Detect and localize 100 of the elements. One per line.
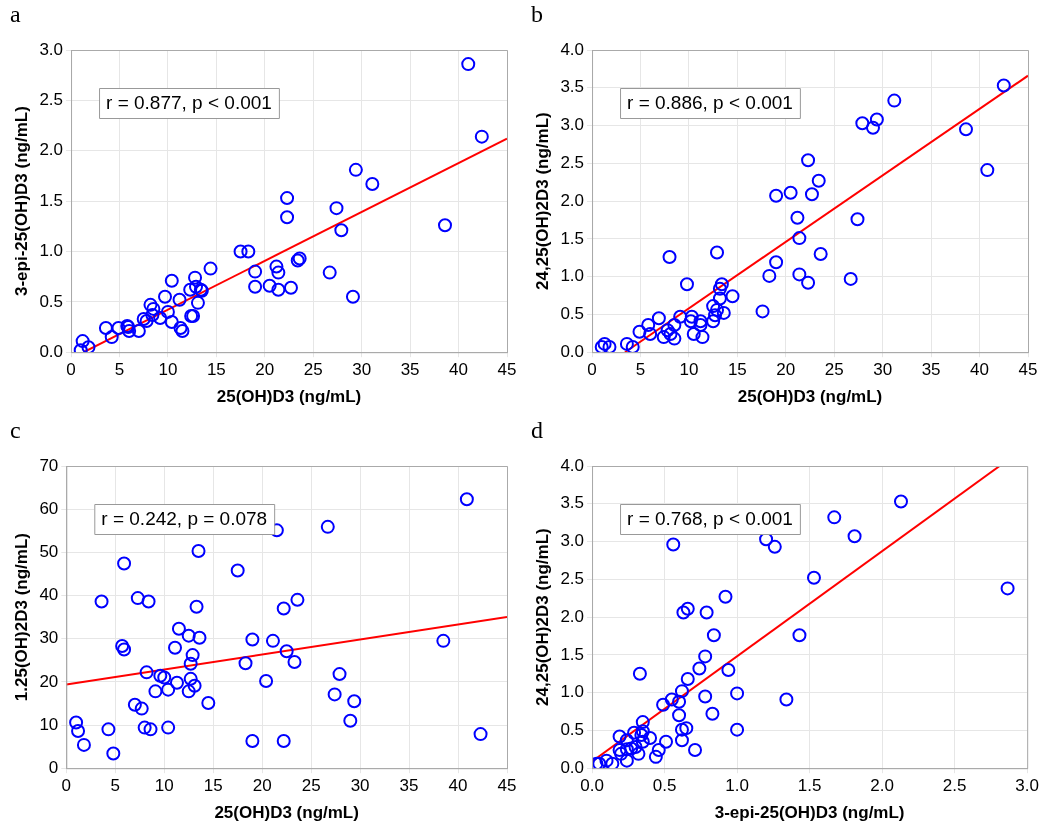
point [676,605,691,620]
x-axis-title: 25(OH)D3 (ng/mL) [737,387,883,407]
point [189,279,204,294]
point [148,684,163,699]
point [627,725,642,740]
point [248,279,263,294]
y-tick-label: 0.0 [560,341,585,361]
x-tick-label: 35 [399,776,419,796]
x-tick-label: 2.5 [942,776,967,796]
y-tick-label: 2.5 [560,569,585,589]
point [783,185,798,200]
point [843,271,858,286]
x-tick-label: 20 [776,360,796,380]
point [192,630,207,645]
x-tick-label: 15 [727,360,747,380]
annotation: r = 0.877, p < 0.001 [106,92,272,114]
point [187,678,202,693]
point [245,734,260,748]
point [806,570,821,585]
point [721,662,736,677]
y-tick-label: 3.0 [560,531,585,551]
point [718,589,733,604]
point [693,318,708,332]
point [680,601,695,616]
point [271,282,286,297]
point [730,722,745,737]
point [659,734,674,749]
annotation: r = 0.886, p < 0.001 [627,92,793,114]
point [865,120,880,135]
point [259,673,274,688]
point [688,743,703,758]
point [474,129,489,144]
point [271,265,286,280]
y-tick-label: 2.5 [39,90,64,110]
point [94,594,109,609]
point [139,665,154,680]
x-tick-label: 40 [970,360,990,380]
point [847,529,862,544]
point [130,591,145,606]
x-tick-label: 25 [301,776,321,796]
point [276,734,291,748]
y-tick-label: 3.5 [560,77,585,97]
point [692,661,707,676]
y-tick-label: 1.5 [560,228,585,248]
point [855,116,870,131]
text: d [531,417,543,444]
point [164,273,179,288]
y-tick-label: 50 [39,542,59,562]
text: b [531,1,543,28]
point [169,675,184,690]
point [122,324,137,339]
point [290,592,305,607]
point [157,670,172,685]
x-tick-label: 15 [203,776,223,796]
point [69,715,84,730]
point [262,278,277,293]
y-tick-label: 3.0 [39,39,64,59]
x-tick-label: 3.0 [1015,776,1039,796]
point [996,78,1011,93]
point [673,309,688,324]
y-tick-label: 3.5 [560,493,585,513]
point [280,210,295,225]
point [168,640,183,655]
point [602,339,617,353]
point [183,656,198,671]
point [280,191,295,206]
point [343,713,358,728]
point [699,605,714,620]
point [153,310,168,325]
y-tick-label: 2.0 [560,190,585,210]
point [716,305,731,320]
point [695,330,710,345]
x-tick-label: 5 [110,776,121,796]
point [850,212,865,227]
point [76,737,91,752]
point [680,672,695,687]
point [181,684,196,699]
point [183,671,198,686]
x-tick-label: 25 [824,360,844,380]
x-axis-title: 3-epi-25(OH)D3 (ng/mL) [714,803,905,823]
x-tick-label: 0.5 [652,776,677,796]
x-tick-label: 1.0 [725,776,749,796]
point [143,297,158,312]
point [792,628,807,643]
x-tick-label: 15 [206,360,226,380]
point [160,304,175,319]
x-tick-label: 40 [448,776,468,796]
point [619,742,634,757]
annotation: r = 0.242, p = 0.078 [101,508,268,530]
point [706,299,721,314]
point [436,633,451,648]
point [648,749,663,764]
point [265,633,280,648]
point [131,324,146,339]
y-tick-label: 10 [39,714,59,734]
point [625,339,640,353]
point [189,599,204,614]
point [279,644,294,659]
y-axis-title: 1.25(OH)2D3 (ng/mL) [11,533,31,702]
point [181,628,196,643]
